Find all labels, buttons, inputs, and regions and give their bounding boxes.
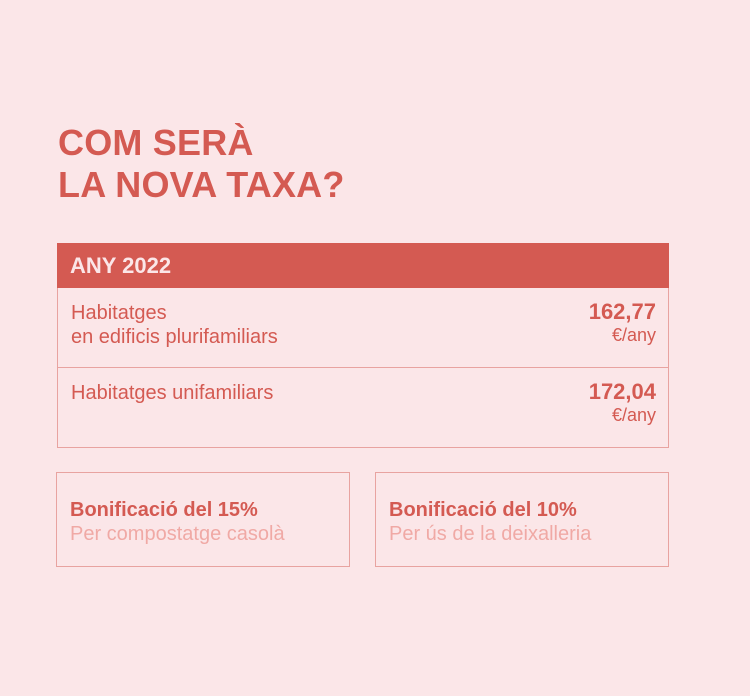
discount-description: Per ús de la deixalleria <box>389 523 592 545</box>
table-header-year: ANY 2022 <box>57 243 669 288</box>
row-label-line-2: en edificis plurifamiliars <box>71 326 278 348</box>
discount-title: Bonificació del 15% <box>70 499 258 521</box>
amount-value: 172,04 <box>588 379 656 404</box>
row-label: Habitatges unifamiliars <box>71 381 273 405</box>
amount-value: 162,77 <box>588 299 656 324</box>
discount-card-recycling-center: Bonificació del 10% Per ús de la deixall… <box>375 472 669 567</box>
amount-unit: €/any <box>611 405 656 425</box>
row-label-line-1: Habitatges unifamiliars <box>71 382 274 404</box>
table-row: Habitatges en edificis plurifamiliars 16… <box>57 288 669 368</box>
row-label: Habitatges en edificis plurifamiliars <box>71 301 278 349</box>
title-line-2: LA NOVA TAXA? <box>58 164 345 205</box>
title-line-1: COM SERÀ <box>58 122 254 163</box>
discount-card-composting: Bonificació del 15% Per compostatge caso… <box>56 472 350 567</box>
discount-description: Per compostatge casolà <box>70 523 285 545</box>
fee-table: ANY 2022 Habitatges en edificis plurifam… <box>57 243 669 448</box>
amount-unit: €/any <box>611 325 656 345</box>
discount-title: Bonificació del 10% <box>389 499 577 521</box>
page-title: COM SERÀ LA NOVA TAXA? <box>58 122 345 206</box>
row-label-line-1: Habitatges <box>71 302 167 324</box>
row-amount: 162,77 €/any <box>589 299 656 345</box>
row-amount: 172,04 €/any <box>589 379 656 425</box>
table-row: Habitatges unifamiliars 172,04 €/any <box>57 368 669 448</box>
